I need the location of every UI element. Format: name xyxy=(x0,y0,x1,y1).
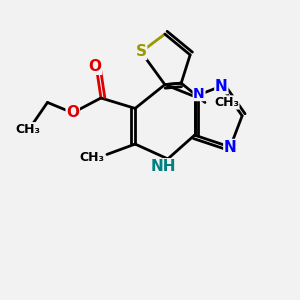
Text: CH₃: CH₃ xyxy=(214,96,239,109)
Text: S: S xyxy=(136,44,147,59)
Text: CH₃: CH₃ xyxy=(16,123,41,136)
Text: NH: NH xyxy=(151,159,176,174)
Text: N: N xyxy=(215,79,228,94)
Text: CH₃: CH₃ xyxy=(79,151,104,164)
Text: N: N xyxy=(193,86,205,100)
Text: O: O xyxy=(66,105,79,120)
Text: O: O xyxy=(88,59,101,74)
Text: N: N xyxy=(224,140,237,154)
